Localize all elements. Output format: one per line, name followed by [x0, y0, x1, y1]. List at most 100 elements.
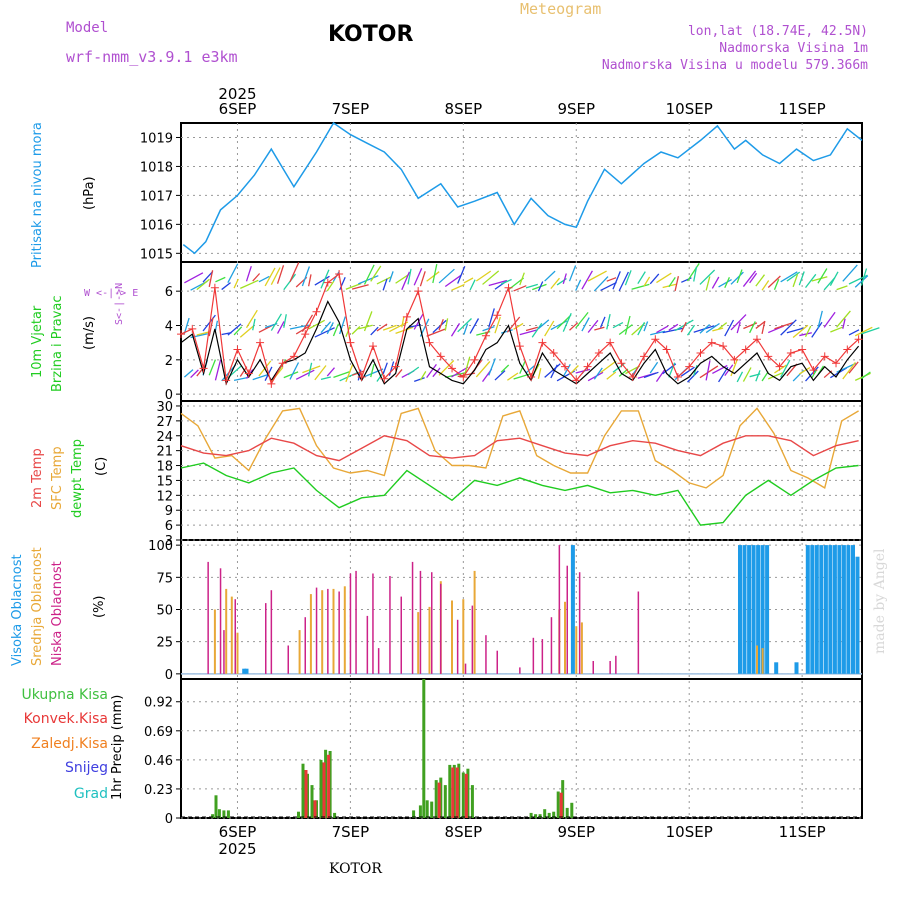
model-altitude: Nadmorska Visina u modelu 579.366m — [601, 58, 868, 73]
low-cloud-bar — [287, 645, 289, 674]
wind-arrow — [475, 360, 491, 378]
wind-arrow — [656, 272, 672, 284]
compass-we: W <-|-> E — [84, 288, 139, 299]
wind-speed-point — [210, 283, 219, 292]
convective-rain-bar — [455, 767, 459, 818]
legend-hail: Grad — [73, 786, 108, 802]
low-cloud-bar — [219, 568, 222, 674]
wind-arrow — [830, 326, 843, 333]
wind-arrow — [755, 320, 766, 329]
wind-arrow — [650, 330, 666, 336]
wind-arrow — [842, 362, 856, 380]
panel-frame — [180, 261, 863, 402]
low-cloud-bar — [355, 570, 357, 674]
wind-arrow — [270, 267, 281, 285]
wind-arrow — [774, 321, 794, 330]
wind-arrow — [208, 270, 214, 287]
wind-speed-point — [448, 364, 457, 373]
wind-arrow — [693, 266, 698, 282]
y-tick-label: 100 — [148, 539, 173, 554]
wind-speed-point — [549, 348, 558, 357]
low-cloud-bar — [532, 637, 535, 674]
wind-arrow — [500, 364, 510, 373]
wind-arrow — [532, 283, 547, 291]
total-rain-bar — [217, 809, 221, 818]
wind-speed-point — [572, 376, 581, 385]
y-tick-label: 75 — [156, 571, 173, 586]
wind-arrow — [761, 320, 766, 335]
wind-arrow — [450, 323, 461, 337]
low-cloud-bar — [366, 615, 369, 674]
wind-arrow — [693, 365, 698, 376]
wind-arrow — [861, 371, 871, 380]
wind-speed-point — [696, 348, 705, 357]
y-tick-label: 30 — [156, 400, 173, 415]
year-label-bottom: 2025 — [218, 840, 256, 858]
wind-arrow — [562, 312, 572, 332]
wind-arrow — [451, 366, 469, 378]
wind-arrow — [351, 326, 361, 335]
compass-w: W — [84, 288, 91, 299]
mid-cloud-bar — [564, 601, 566, 674]
wind-arrow — [854, 326, 873, 337]
y-tick-label: 0.23 — [144, 783, 173, 798]
compass-e: E — [132, 288, 139, 299]
mid-cloud-bar — [213, 609, 216, 674]
wind-arrow — [562, 363, 571, 377]
low-cloud-bar — [485, 635, 487, 674]
wind-arrow — [773, 278, 780, 290]
low-cloud-bar — [496, 650, 498, 674]
day-label-bottom: 11SEP — [779, 823, 826, 841]
day-label-top: 6SEP — [219, 100, 257, 118]
wind-arrow — [600, 360, 617, 374]
high-cloud-bar — [765, 545, 770, 674]
total-rain-bar — [324, 749, 328, 818]
y-tick-label: 12 — [156, 489, 173, 504]
wind-arrow — [457, 266, 466, 284]
wind-arrow — [419, 271, 426, 287]
wind-arrow — [482, 325, 495, 332]
y-tick-label: 15 — [156, 474, 173, 489]
wind-arrow — [780, 359, 791, 378]
wind-speed-point — [346, 338, 355, 347]
wind-speed-point — [312, 307, 321, 316]
pressure-line — [182, 121, 863, 255]
wind-arrow — [482, 270, 500, 285]
wind-speed-point — [256, 338, 265, 347]
wind-arrow — [829, 271, 839, 287]
wind-arrow — [339, 277, 346, 291]
wind-arrow — [233, 278, 239, 289]
day-label-top: 11SEP — [779, 100, 826, 118]
wind-arrow — [811, 369, 818, 379]
wind-arrow — [637, 321, 646, 336]
wind-arrow — [519, 329, 537, 336]
high-cloud-bar — [751, 545, 756, 674]
wind-arrow — [618, 324, 633, 336]
y-tick-label: 1019 — [140, 131, 173, 146]
wind-arrow — [364, 368, 384, 378]
wind-arrow — [842, 318, 846, 329]
wind-speed-point — [707, 338, 716, 347]
wind-arrow — [637, 271, 646, 285]
wind-arrow — [792, 324, 809, 338]
wind-arrow — [668, 323, 679, 331]
wind-arrow — [183, 369, 194, 378]
wind-arrow — [600, 281, 617, 291]
wind-arrow — [395, 273, 410, 284]
wind-arrow — [680, 321, 687, 333]
low-cloud-bar — [372, 573, 374, 674]
y-tick-label: 0.69 — [144, 725, 173, 740]
wind-arrow — [302, 365, 321, 374]
wind-arrow — [537, 368, 542, 379]
year-label-top: 2025 — [218, 85, 256, 103]
wind-arrow — [594, 326, 605, 331]
mid-cloud-bar — [321, 590, 324, 674]
wind-arrow — [208, 359, 217, 376]
total-rain-bar — [434, 780, 438, 818]
wind-speed-point — [289, 352, 298, 361]
wind-arrow — [370, 265, 382, 282]
wind-arrow — [395, 368, 403, 378]
wind-arrow — [252, 318, 256, 331]
wind-arrow — [438, 268, 455, 284]
